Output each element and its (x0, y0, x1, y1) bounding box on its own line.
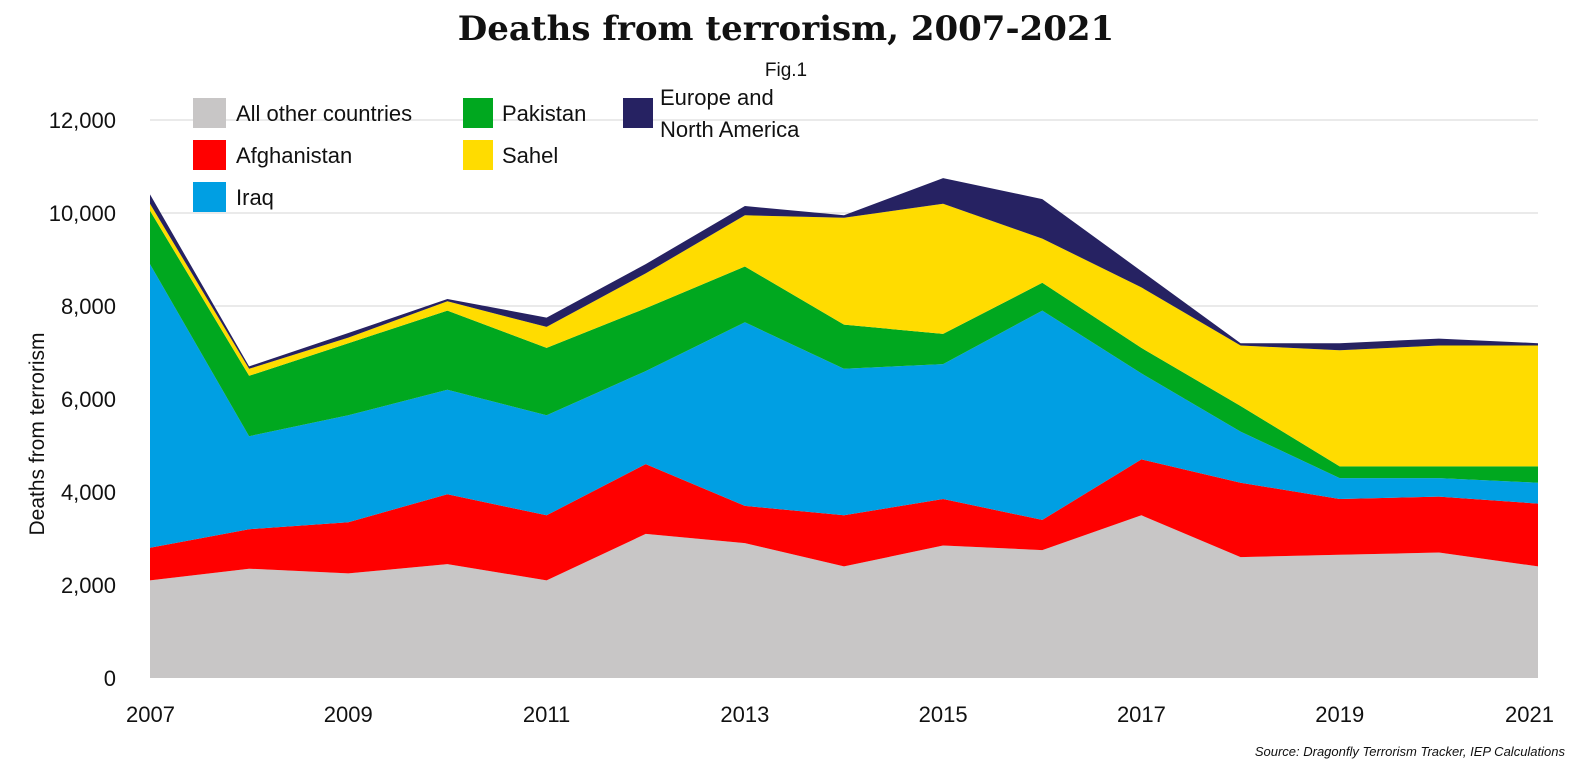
x-tick-label-2011: 2011 (523, 702, 570, 727)
area-iraq (150, 264, 1538, 548)
legend-label-pakistan: Pakistan (502, 101, 586, 126)
stacked-areas (150, 178, 1538, 678)
legend-label-sahel: Sahel (502, 143, 558, 168)
area-afghanistan (150, 459, 1538, 581)
y-tick-label-8-000: 8,000 (61, 294, 116, 319)
area-europe-and-north-america (150, 178, 1538, 369)
area-sahel (150, 203, 1538, 467)
x-tick-label-2009: 2009 (324, 702, 373, 727)
y-tick-label-4-000: 4,000 (61, 480, 116, 505)
legend-label-europe-and-north-america-line1: Europe and (660, 85, 774, 110)
y-axis-label: Deaths from terrorism (26, 332, 49, 535)
legend-label-all-other-countries: All other countries (236, 101, 412, 126)
x-tick-label-2019: 2019 (1315, 702, 1364, 727)
y-axis-ticks: 0 2,000 4,000 6,000 8,000 10,000 12,000 (49, 108, 116, 691)
legend-swatch-sahel (463, 140, 493, 170)
area-pakistan (150, 210, 1538, 483)
legend-swatch-afghanistan (193, 140, 226, 170)
legend-label-iraq: Iraq (236, 185, 274, 210)
legend-swatch-europe-and-north-america (623, 98, 653, 128)
source-note: Source: Dragonfly Terrorism Tracker, IEP… (1255, 744, 1566, 759)
x-tick-label-2017: 2017 (1117, 702, 1166, 727)
legend-swatch-iraq (193, 182, 226, 212)
y-tick-label-10-000: 10,000 (49, 201, 116, 226)
legend-swatch-all-other-countries (193, 98, 226, 128)
x-tick-label-2013: 2013 (720, 702, 769, 727)
x-axis-ticks: 2007 2009 2011 2013 2015 2017 2019 2021 (126, 702, 1554, 727)
area-all-other-countries (150, 515, 1538, 678)
y-tick-label-0: 0 (104, 666, 116, 691)
x-tick-label-2007: 2007 (126, 702, 175, 727)
legend-label-afghanistan: Afghanistan (236, 143, 352, 168)
chart-subtitle: Fig.1 (765, 60, 807, 81)
chart-title: Deaths from terrorism, 2007-2021 (458, 9, 1114, 49)
x-tick-label-2021: 2021 (1505, 702, 1554, 727)
legend-label-europe-and-north-america-line2: North America (660, 117, 800, 142)
y-tick-label-2-000: 2,000 (61, 573, 116, 598)
legend: All other countries Afghanistan Iraq Pak… (193, 85, 800, 212)
y-tick-label-6-000: 6,000 (61, 387, 116, 412)
y-tick-label-12-000: 12,000 (49, 108, 116, 133)
legend-swatch-pakistan (463, 98, 493, 128)
x-tick-label-2015: 2015 (919, 702, 968, 727)
